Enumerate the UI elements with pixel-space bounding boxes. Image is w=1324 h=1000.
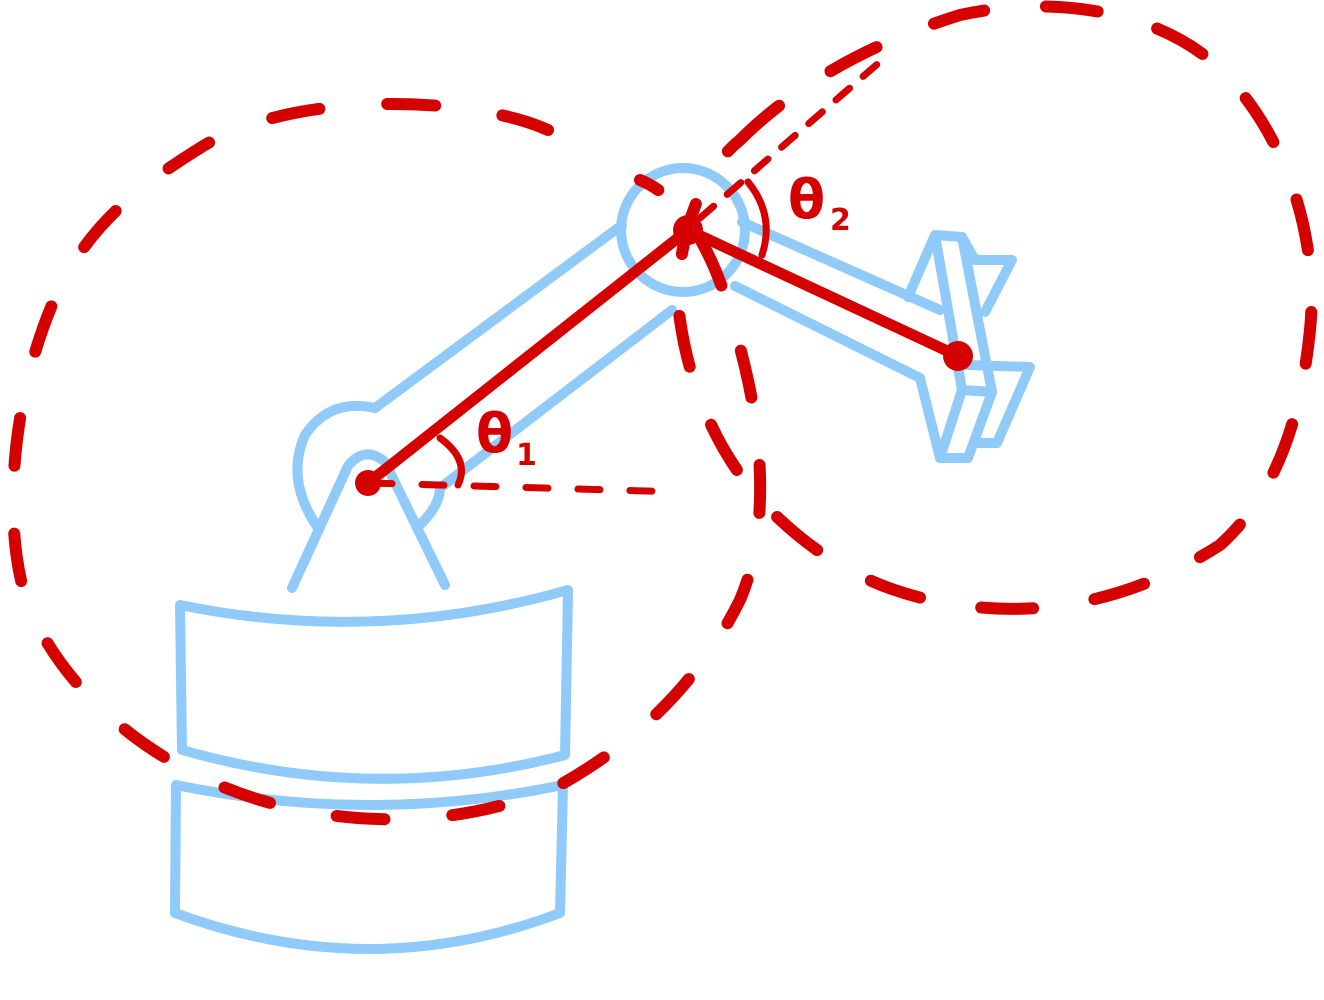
theta2-angle-arc [744, 178, 770, 259]
shoulder-housing [292, 400, 380, 533]
shoulder-workspace-dashed-circle [7, 97, 767, 826]
gripper-lower-plate [935, 385, 967, 463]
gripper-upper-jaw [903, 230, 1017, 317]
upper-arm-top-edge [370, 220, 627, 413]
gripper-lower-jaw [915, 360, 1035, 463]
theta1-angle-arc [436, 434, 465, 489]
upper-arm-bottom-edge [435, 305, 677, 493]
elbow-joint [616, 163, 750, 297]
theta1-label: θ [476, 402, 513, 465]
shoulder-horizontal-dashed-line [366, 479, 684, 496]
base-upper-drum [175, 585, 573, 784]
shoulder-joint-dot [355, 470, 381, 496]
upper-arm-link-line [362, 224, 694, 489]
shoulder-inner-curve [415, 483, 445, 530]
theta1-subscript: 1 [516, 438, 537, 473]
base-lower-drum [170, 780, 568, 954]
theta2-subscript: 2 [830, 203, 851, 238]
theta2-label: θ [788, 168, 825, 231]
elbow-reference-dashed-line [696, 56, 886, 222]
forearm-link-line [682, 224, 964, 362]
kinematic-overlay: θ 1 θ 2 [7, 0, 1318, 826]
elbow-workspace-dashed-ellipse [672, 0, 1318, 615]
elbow-joint-dot [673, 215, 703, 245]
shoulder-legs [287, 449, 450, 593]
robot-arm-outline [170, 163, 1035, 954]
end-effector-dot [943, 341, 973, 371]
forearm-bottom-edge [730, 281, 925, 383]
